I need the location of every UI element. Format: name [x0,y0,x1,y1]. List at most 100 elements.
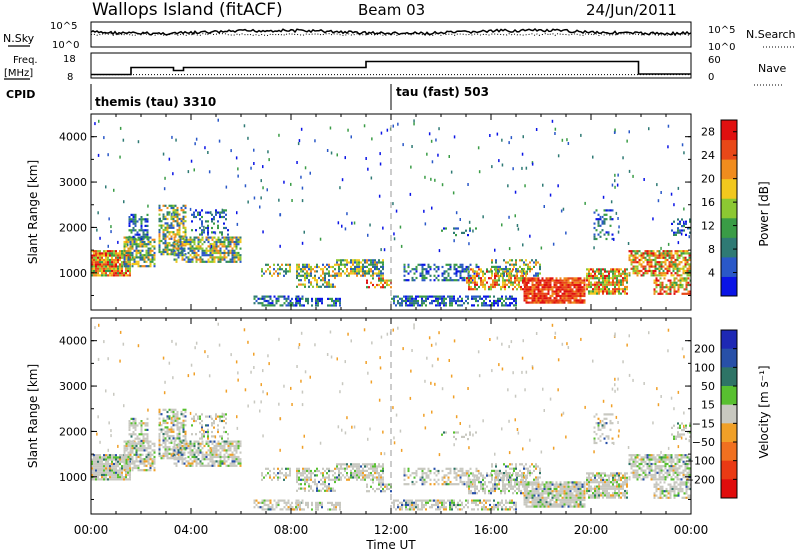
power-cell [183,238,186,241]
velocity-cell [308,485,310,488]
velocity-cell [153,469,156,472]
velocity-cell [117,460,119,463]
power-cell [567,292,570,295]
power-cell [555,286,558,289]
velocity-cell [135,449,138,452]
velocity-cell [193,442,196,445]
power-cell [195,247,198,250]
power-cell [537,272,539,275]
power-cell [468,288,470,291]
power-cell [600,274,602,278]
velocity-cell [227,437,229,440]
power-cell [338,265,340,268]
power-cell [125,262,128,266]
velocity-cell [354,463,356,466]
power-cell [213,236,216,239]
power-cell [93,269,95,273]
velocity-cell [473,501,475,504]
velocity-cell [217,430,219,434]
velocity-cell [239,460,242,463]
power-cell [482,281,484,284]
power-cell [223,211,225,214]
power-cell [306,270,308,273]
power-cell [95,252,97,255]
power-cell [671,286,674,289]
power-cell [450,170,453,174]
velocity-cell [101,467,103,470]
power-cell [125,265,128,268]
velocity-cell [187,444,190,448]
velocity-cell [172,424,175,427]
velocity-cell [457,501,459,504]
power-cell [332,283,334,286]
power-cell [231,236,234,239]
power-cell [553,283,556,287]
velocity-cell [125,447,128,450]
velocity-cell [223,444,226,448]
velocity-cell [237,455,240,459]
power-cell [424,175,426,179]
power-cell [614,272,616,275]
velocity-cell [158,441,161,444]
power-cell [219,213,221,216]
power-cell [370,281,372,284]
power-cell [129,261,131,264]
velocity-cell [302,487,304,490]
velocity-cell [231,460,234,463]
velocity-cell [211,435,213,438]
velocity-cell [376,467,378,470]
velocity-cell [97,465,99,468]
velocity-cell [105,471,107,474]
power-cell [668,265,671,268]
power-cell [376,263,378,266]
velocity-cell [481,506,483,509]
power-cell [624,290,626,293]
power-cell [511,259,513,262]
velocity-cell [123,440,126,443]
velocity-cell [366,474,368,477]
power-cell [287,304,290,307]
power-cell [239,260,242,263]
power-cell [91,269,93,273]
power-cell [119,155,121,159]
power-cell [655,283,658,287]
power-cell [142,229,145,232]
power-cell [593,235,596,238]
velocity-cell [142,435,145,438]
velocity-cell [376,476,378,479]
velocity-cell [285,467,287,470]
velocity-cell [133,466,136,470]
velocity-cell [302,469,304,473]
power-cell [171,135,173,139]
power-cell [658,254,661,257]
power-cell [358,270,360,273]
velocity-cell [182,408,185,411]
power-cell [409,270,412,273]
power-cell [602,268,604,271]
velocity-cell [265,508,268,511]
velocity-cell [111,456,113,459]
velocity-cell [175,451,178,454]
power-cell [140,224,143,227]
power-cell [162,237,165,240]
velocity-cell [289,474,291,477]
power-cell [579,281,582,284]
power-cell [529,301,532,304]
velocity-cell [473,508,475,511]
power-cell [529,279,532,282]
power-cell [231,249,234,252]
power-cell [484,279,486,282]
power-cell [344,259,346,262]
velocity-cell [101,473,103,477]
velocity-cell [493,499,495,502]
power-cell [107,274,109,277]
power-cell [119,254,121,257]
power-cell [259,205,261,209]
power-cell [469,274,472,277]
velocity-cell [330,469,332,473]
power-cell [579,288,582,291]
power-cell [443,299,445,303]
velocity-cell [121,473,123,477]
power-cell [545,283,548,287]
velocity-cell [197,440,200,443]
